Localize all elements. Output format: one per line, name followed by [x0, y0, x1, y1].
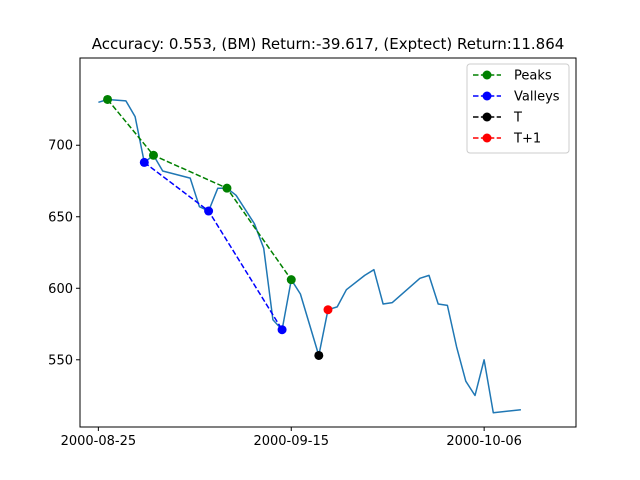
- point-valleys: [139, 157, 149, 167]
- point-t: [314, 350, 324, 360]
- legend-label: Peaks: [514, 69, 552, 84]
- series-line-peaks: [107, 99, 292, 281]
- legend-marker: [482, 91, 492, 101]
- point-peaks: [286, 275, 296, 285]
- x-tick-label: 2000-09-15: [253, 434, 329, 449]
- legend-label: T: [513, 111, 522, 126]
- legend-marker: [482, 70, 492, 80]
- legend-marker: [482, 133, 492, 143]
- legend-label: T+1: [513, 132, 541, 147]
- legend-label: Valleys: [514, 90, 560, 105]
- point-valleys: [277, 325, 287, 335]
- point-peaks: [148, 150, 158, 160]
- x-axis: 2000-08-25 2000-09-15 2000-10-06: [61, 427, 522, 449]
- point-peaks: [103, 94, 113, 104]
- legend-marker: [482, 112, 492, 122]
- series-line-price: [98, 98, 521, 414]
- y-tick-label: 700: [48, 139, 73, 154]
- point-t-1: [323, 305, 333, 315]
- y-tick-label: 650: [48, 210, 73, 225]
- y-tick-label: 600: [48, 282, 73, 297]
- x-tick-label: 2000-10-06: [446, 434, 522, 449]
- plot-frame: [79, 57, 577, 428]
- chart-title: Accuracy: 0.553, (BM) Return:-39.617, (E…: [92, 35, 565, 53]
- x-tick-label: 2000-08-25: [61, 434, 137, 449]
- y-tick-label: 550: [48, 353, 73, 368]
- point-valleys: [204, 206, 214, 216]
- legend-box: [466, 63, 570, 154]
- legend: Peaks Valleys T T+1: [466, 63, 570, 154]
- point-peaks: [222, 183, 232, 193]
- y-axis: 550 600 650 700: [48, 139, 80, 368]
- series-group: [98, 94, 521, 414]
